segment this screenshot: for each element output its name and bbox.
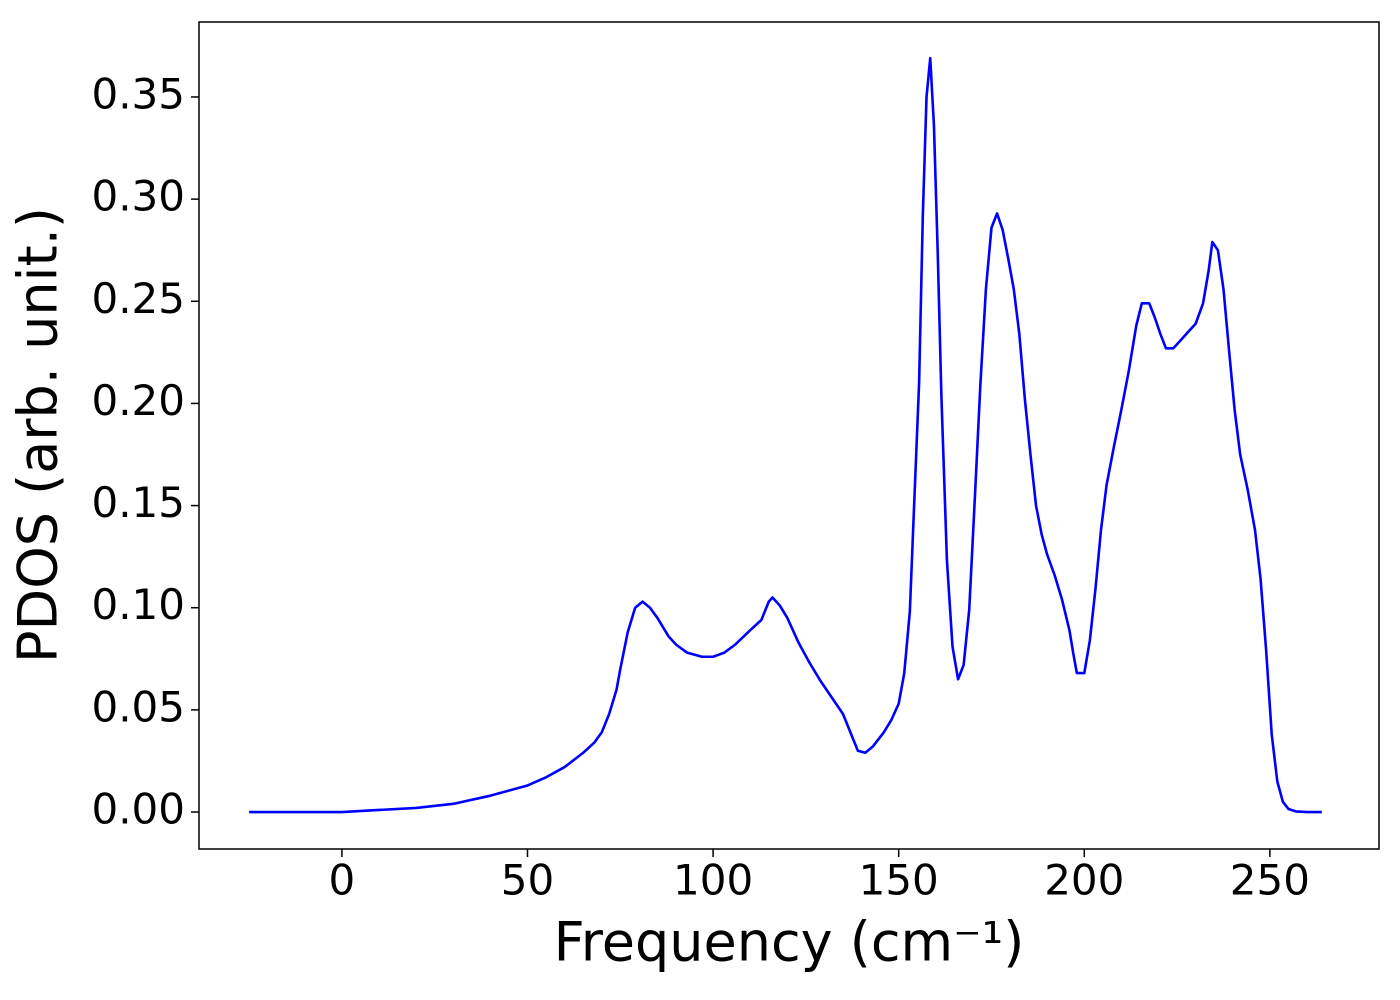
x-tick-label: 150 bbox=[859, 856, 939, 905]
y-tick-label: 0.30 bbox=[91, 172, 185, 221]
x-tick-label: 0 bbox=[329, 856, 356, 905]
x-axis-label: Frequency (cm⁻¹) bbox=[554, 911, 1025, 974]
y-axis-label: PDOS (arb. unit.) bbox=[7, 207, 70, 663]
x-tick-label: 50 bbox=[501, 856, 554, 905]
y-tick-label: 0.00 bbox=[91, 785, 185, 834]
x-tick-label: 100 bbox=[673, 856, 753, 905]
y-tick-label: 0.05 bbox=[91, 682, 185, 731]
y-tick-label: 0.25 bbox=[91, 274, 185, 323]
y-tick-label: 0.10 bbox=[91, 580, 185, 629]
pdos-line bbox=[249, 56, 1322, 814]
x-tick-label: 250 bbox=[1230, 856, 1310, 905]
y-tick-label: 0.35 bbox=[91, 69, 185, 118]
y-tick-label: 0.15 bbox=[91, 478, 185, 527]
y-tick-label: 0.20 bbox=[91, 376, 185, 425]
x-tick-label: 200 bbox=[1044, 856, 1124, 905]
plot-frame bbox=[198, 21, 1380, 850]
